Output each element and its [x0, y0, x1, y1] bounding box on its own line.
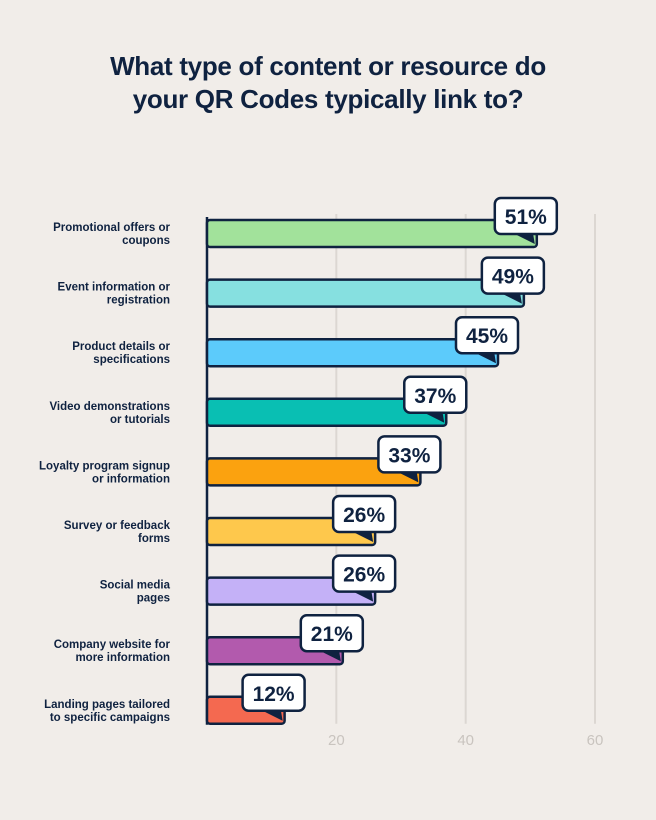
data-label-box	[331, 494, 397, 534]
data-label: 51%	[505, 206, 547, 229]
data-label-box	[331, 554, 397, 593]
category-label: or tutorials	[110, 414, 170, 426]
category-label: Landing pages tailored	[44, 699, 170, 711]
data-label-box	[377, 435, 442, 474]
x-tick-label: 40	[457, 732, 474, 749]
x-tick-label: 20	[328, 732, 345, 749]
data-label: 33%	[388, 444, 430, 467]
data-label: 21%	[311, 623, 353, 646]
category-label: specifications	[93, 354, 170, 366]
category-label: Promotional offers or	[53, 222, 170, 234]
data-label-box	[403, 375, 468, 415]
chart-title-line: your QR Codes typically link to?	[132, 84, 524, 114]
bar	[205, 218, 539, 249]
category-label: registration	[107, 295, 170, 307]
category-label: Company website for	[54, 639, 171, 651]
category-label: coupons	[122, 235, 170, 247]
category-label: or information	[92, 473, 170, 485]
data-label: 49%	[492, 266, 534, 289]
bar	[205, 337, 500, 368]
data-label: 45%	[466, 325, 508, 348]
data-label-box	[493, 196, 559, 236]
bar	[205, 278, 526, 308]
category-label: forms	[138, 533, 170, 545]
category-label: Product details or	[72, 341, 170, 353]
category-label: pages	[137, 593, 170, 605]
data-label-box	[454, 315, 520, 355]
x-tick-label: 60	[587, 732, 604, 749]
data-label: 26%	[343, 504, 385, 527]
data-label-box	[241, 673, 306, 713]
data-label: 26%	[343, 564, 385, 587]
chart-title: What type of content or resource do your…	[0, 50, 656, 116]
data-label-box	[299, 613, 365, 653]
category-label: more information	[75, 652, 170, 664]
category-label: to specific campaigns	[50, 712, 170, 724]
data-label: 37%	[414, 385, 456, 408]
chart-title-line: What type of content or resource do	[110, 51, 546, 81]
data-label: 12%	[253, 683, 295, 706]
category-label: Event information or	[58, 282, 171, 294]
category-label: Social media	[100, 580, 171, 592]
category-label: Survey or feedback	[64, 520, 171, 532]
category-label: Loyalty program signup	[39, 460, 170, 472]
category-label: Video demonstrations	[49, 401, 170, 413]
data-label-box	[480, 256, 546, 295]
